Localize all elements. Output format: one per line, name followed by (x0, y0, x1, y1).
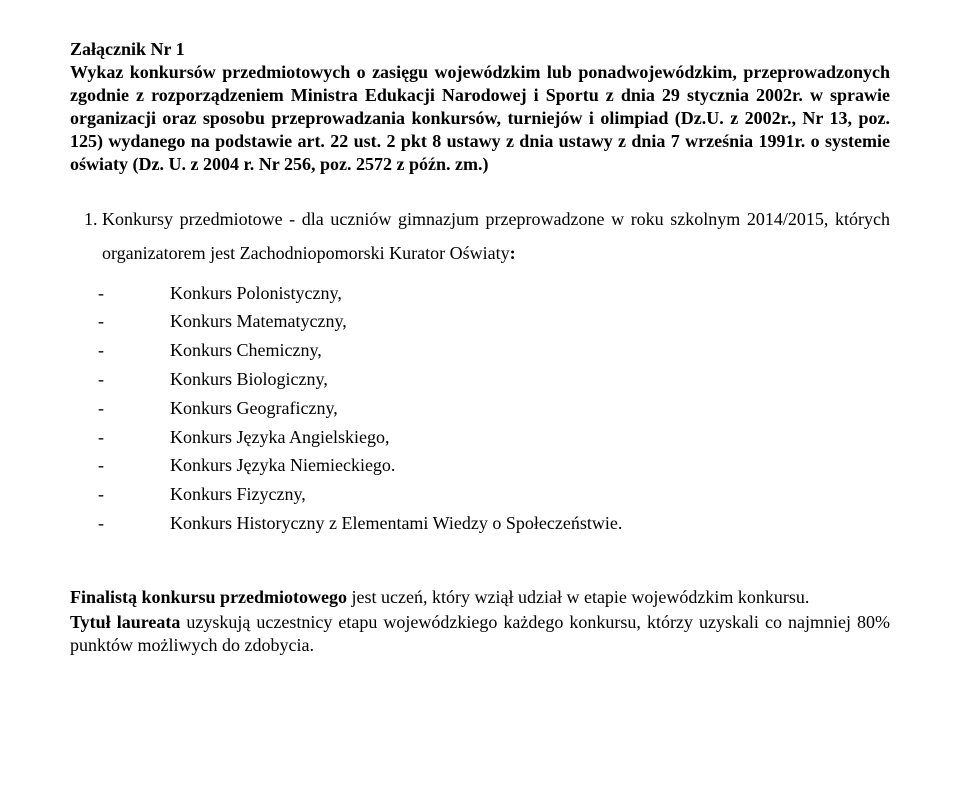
dash-icon: - (70, 336, 170, 365)
contest-row: -Konkurs Geograficzny, (70, 394, 890, 423)
dash-icon: - (70, 480, 170, 509)
laureate-rest: uzyskują uczestnicy etapu wojewódzkiego … (70, 612, 890, 655)
finalist-rest: jest uczeń, który wziął udział w etapie … (347, 587, 809, 607)
contest-row: -Konkurs Języka Niemieckiego. (70, 451, 890, 480)
contest-name: Konkurs Chemiczny, (170, 336, 322, 365)
contest-row: -Konkurs Fizyczny, (70, 480, 890, 509)
item1-lead: Konkursy przedmiotowe - dla uczniów gimn… (102, 209, 890, 263)
list-block: Konkursy przedmiotowe - dla uczniów gimn… (70, 202, 890, 538)
closing-paragraphs: Finalistą konkursu przedmiotowego jest u… (70, 586, 890, 657)
contest-row: -Konkurs Języka Angielskiego, (70, 423, 890, 452)
dash-icon: - (70, 509, 170, 538)
contest-row: -Konkurs Historyczny z Elementami Wiedzy… (70, 509, 890, 538)
finalist-paragraph: Finalistą konkursu przedmiotowego jest u… (70, 586, 890, 609)
contest-name: Konkurs Polonistyczny, (170, 279, 342, 308)
intro-text: Wykaz konkursów przedmiotowych o zasięgu… (70, 62, 890, 174)
contest-row: -Konkurs Polonistyczny, (70, 279, 890, 308)
contest-row: -Konkurs Matematyczny, (70, 307, 890, 336)
finalist-bold: Finalistą konkursu przedmiotowego (70, 587, 347, 607)
laureate-paragraph: Tytuł laureata uzyskują uczestnicy etapu… (70, 611, 890, 657)
contest-list: -Konkurs Polonistyczny, -Konkurs Matemat… (70, 279, 890, 538)
contest-row: -Konkurs Biologiczny, (70, 365, 890, 394)
contest-name: Konkurs Fizyczny, (170, 480, 306, 509)
contest-name: Konkurs Matematyczny, (170, 307, 347, 336)
dash-icon: - (70, 365, 170, 394)
contest-name: Konkurs Języka Niemieckiego. (170, 451, 395, 480)
list-item-1: Konkursy przedmiotowe - dla uczniów gimn… (102, 202, 890, 270)
contest-row: -Konkurs Chemiczny, (70, 336, 890, 365)
contest-name: Konkurs Geograficzny, (170, 394, 338, 423)
contest-name: Konkurs Biologiczny, (170, 365, 328, 394)
ordered-list: Konkursy przedmiotowe - dla uczniów gimn… (70, 202, 890, 270)
item1-colon: : (510, 243, 516, 263)
contest-name: Konkurs Języka Angielskiego, (170, 423, 389, 452)
dash-icon: - (70, 423, 170, 452)
attachment-number: Załącznik Nr 1 (70, 39, 185, 59)
laureate-bold: Tytuł laureata (70, 612, 180, 632)
contest-name: Konkurs Historyczny z Elementami Wiedzy … (170, 509, 622, 538)
document-intro: Załącznik Nr 1 Wykaz konkursów przedmiot… (70, 38, 890, 176)
dash-icon: - (70, 451, 170, 480)
dash-icon: - (70, 307, 170, 336)
dash-icon: - (70, 394, 170, 423)
dash-icon: - (70, 279, 170, 308)
